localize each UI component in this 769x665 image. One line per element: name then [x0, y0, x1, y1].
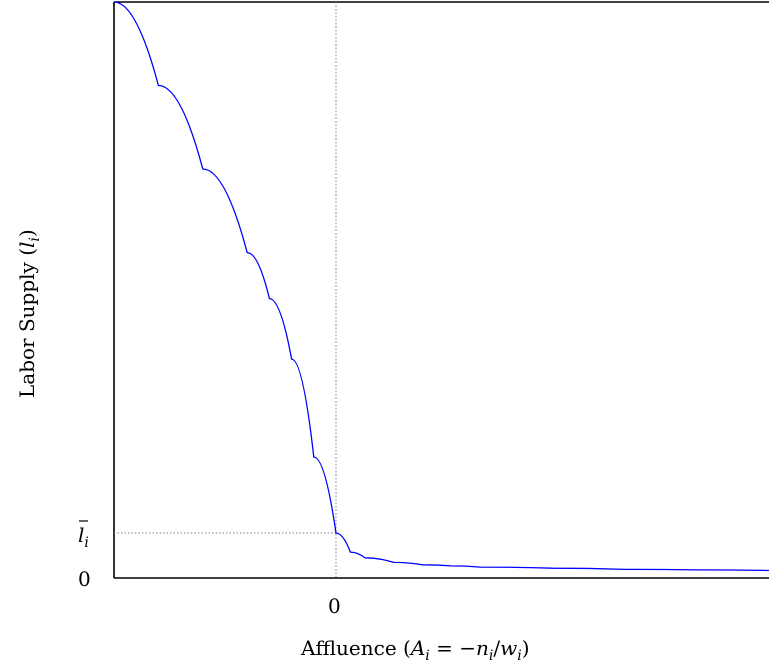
y-tick-label-zero: 0 — [78, 567, 91, 591]
labor-supply-curve — [113, 1, 769, 572]
x-axis-label: Affluence (Ai = −ni/wi) — [300, 636, 530, 664]
plot-frame — [113, 1, 769, 579]
reference-lines — [114, 2, 337, 578]
y-tick-label-lbar: li — [78, 523, 89, 551]
x-tick-label-zero: 0 — [328, 594, 341, 618]
y-axis-label: Labor Supply (li) — [15, 229, 43, 398]
